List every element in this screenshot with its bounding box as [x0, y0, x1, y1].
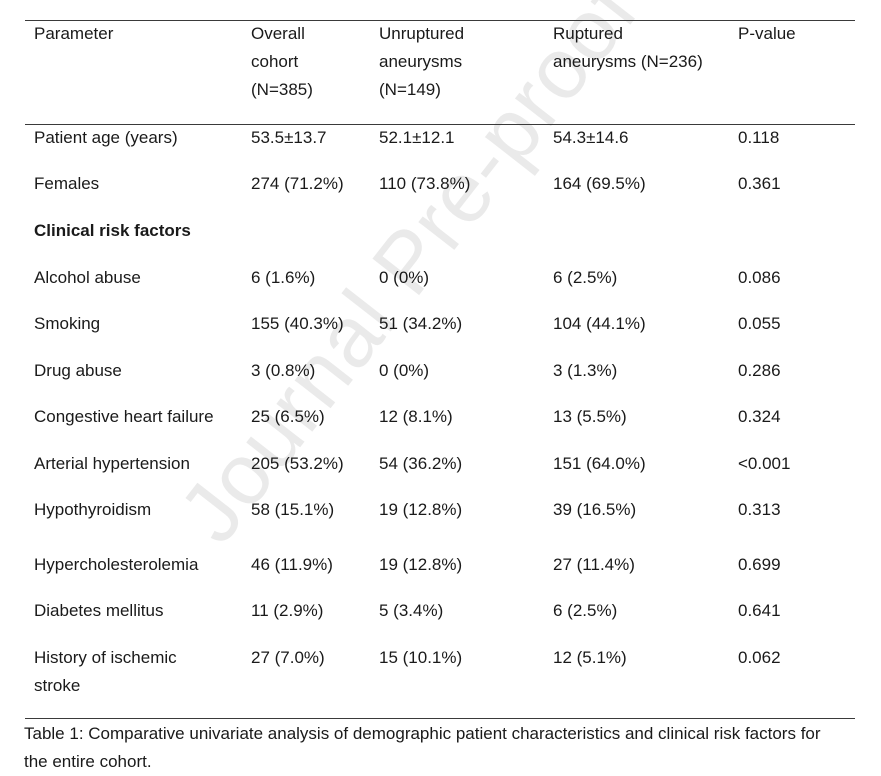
table-header-rule: [25, 124, 855, 125]
cell-p-value: <0.001: [738, 454, 791, 473]
header-ruptured: Ruptured aneurysms (N=236): [553, 24, 703, 71]
row-label: Diabetes mellitus: [34, 601, 164, 620]
cell-overall: 27 (7.0%): [251, 648, 325, 667]
header-unruptured: Unruptured aneurysms (N=149): [379, 24, 465, 99]
cell-p-value: 0.286: [738, 361, 781, 380]
cell-p-value: 0.062: [738, 648, 781, 667]
cell-ruptured: 3 (1.3%): [553, 361, 618, 380]
cell-p-value: 0.361: [738, 174, 781, 193]
row-label: Smoking: [34, 314, 101, 333]
cell-p-value: 0.324: [738, 407, 781, 426]
cell-ruptured: 39 (16.5%): [553, 500, 637, 519]
cell-p-value: 0.086: [738, 268, 781, 287]
cell-unruptured: 15 (10.1%): [379, 648, 463, 667]
row-label: History of ischemic stroke: [34, 648, 177, 695]
header-p-value: P-value: [738, 24, 796, 43]
cell-ruptured: 27 (11.4%): [553, 555, 635, 574]
cell-overall: 3 (0.8%): [251, 361, 316, 380]
row-label: Hypothyroidism: [34, 500, 152, 519]
row-label: Drug abuse: [34, 361, 122, 380]
cell-overall: 46 (11.9%): [251, 555, 333, 574]
row-label: Alcohol abuse: [34, 268, 141, 287]
header-parameter: Parameter: [34, 24, 114, 43]
row-label: Congestive heart failure: [34, 407, 214, 426]
cell-unruptured: 0 (0%): [379, 361, 430, 380]
cell-overall: 274 (71.2%): [251, 174, 344, 193]
table-top-rule: [25, 20, 855, 21]
row-label: Patient age (years): [34, 128, 178, 147]
cell-unruptured: 51 (34.2%): [379, 314, 463, 333]
cell-unruptured: 54 (36.2%): [379, 454, 463, 473]
cell-ruptured: 104 (44.1%): [553, 314, 646, 333]
row-label: Females: [34, 174, 100, 193]
cell-unruptured: 0 (0%): [379, 268, 430, 287]
cell-unruptured: 5 (3.4%): [379, 601, 444, 620]
cell-p-value: 0.313: [738, 500, 781, 519]
cell-ruptured: 6 (2.5%): [553, 268, 618, 287]
header-overall-cohort: Overall cohort (N=385): [251, 24, 313, 99]
cell-overall: 58 (15.1%): [251, 500, 335, 519]
cell-ruptured: 12 (5.1%): [553, 648, 627, 667]
cell-overall: 11 (2.9%): [251, 601, 324, 620]
cell-unruptured: 19 (12.8%): [379, 555, 463, 574]
section-heading: Clinical risk factors: [34, 221, 191, 240]
cell-ruptured: 13 (5.5%): [553, 407, 627, 426]
cell-unruptured: 110 (73.8%): [379, 174, 471, 193]
cell-p-value: 0.641: [738, 601, 781, 620]
cell-ruptured: 6 (2.5%): [553, 601, 618, 620]
cell-overall: 205 (53.2%): [251, 454, 344, 473]
table-bottom-rule: [25, 718, 855, 719]
cell-overall: 155 (40.3%): [251, 314, 344, 333]
row-label: Hypercholesterolemia: [34, 555, 199, 574]
cell-unruptured: 52.1±12.1: [379, 128, 455, 147]
cell-ruptured: 54.3±14.6: [553, 128, 629, 147]
table-caption: Table 1: Comparative univariate analysis…: [24, 724, 821, 771]
cell-unruptured: 19 (12.8%): [379, 500, 463, 519]
row-label: Arterial hypertension: [34, 454, 190, 473]
cell-p-value: 0.055: [738, 314, 781, 333]
cell-ruptured: 164 (69.5%): [553, 174, 646, 193]
cell-overall: 25 (6.5%): [251, 407, 325, 426]
cell-unruptured: 12 (8.1%): [379, 407, 453, 426]
cell-overall: 6 (1.6%): [251, 268, 316, 287]
cell-p-value: 0.118: [738, 128, 780, 147]
cell-ruptured: 151 (64.0%): [553, 454, 646, 473]
cell-overall: 53.5±13.7: [251, 128, 327, 147]
cell-p-value: 0.699: [738, 555, 781, 574]
